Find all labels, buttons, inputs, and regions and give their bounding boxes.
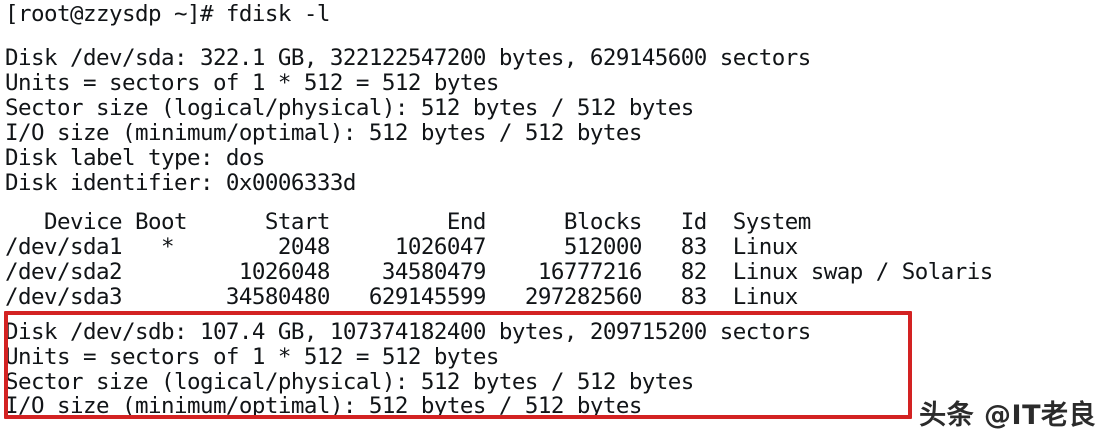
terminal-line-sda-units: Units = sectors of 1 * 512 = 512 bytes <box>5 70 499 96</box>
terminal-line-sda-sector-size: Sector size (logical/physical): 512 byte… <box>5 95 694 121</box>
partition-row-sda2: /dev/sda2 1026048 34580479 16777216 82 L… <box>5 259 993 285</box>
terminal-line-sdb-sector-size: Sector size (logical/physical): 512 byte… <box>5 369 694 395</box>
partition-row-sda3: /dev/sda3 34580480 629145599 297282560 8… <box>5 284 798 310</box>
terminal-line-sda-disk: Disk /dev/sda: 322.1 GB, 322122547200 by… <box>5 45 811 71</box>
watermark-text: 头条 @IT老良 <box>919 400 1096 431</box>
terminal-line-prompt: [root@zzysdp ~]# fdisk -l <box>5 1 330 27</box>
partition-table-header: Device Boot Start End Blocks Id System <box>5 209 811 235</box>
terminal-line-sdb-io-size: I/O size (minimum/optimal): 512 bytes / … <box>5 393 642 419</box>
terminal-line-sdb-disk: Disk /dev/sdb: 107.4 GB, 107374182400 by… <box>5 319 811 345</box>
terminal-line-sdb-units: Units = sectors of 1 * 512 = 512 bytes <box>5 344 499 370</box>
partition-row-sda1: /dev/sda1 * 2048 1026047 512000 83 Linux <box>5 234 798 260</box>
terminal-line-sda-io-size: I/O size (minimum/optimal): 512 bytes / … <box>5 120 642 146</box>
terminal-line-sda-identifier: Disk identifier: 0x0006333d <box>5 170 356 196</box>
terminal-line-sda-label-type: Disk label type: dos <box>5 145 265 171</box>
